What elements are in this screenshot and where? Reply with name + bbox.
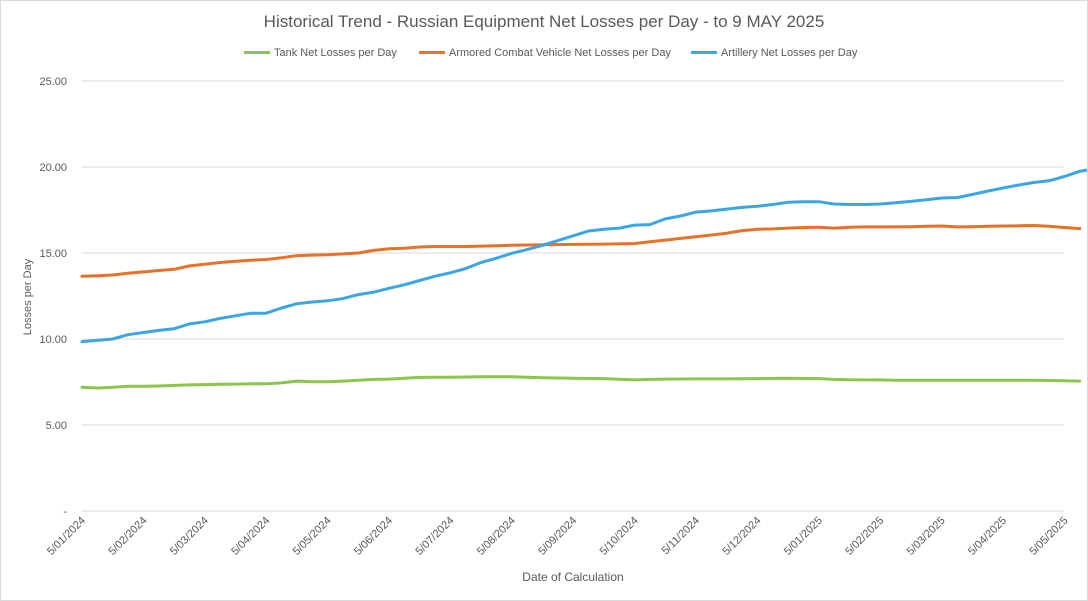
legend-item-artillery[interactable]: Artillery Net Losses per Day	[691, 47, 857, 59]
x-axis-label: Date of Calculation	[522, 570, 623, 584]
x-tick-label: 5/04/2025	[966, 515, 1009, 558]
legend-swatch-artillery	[691, 50, 717, 54]
x-tick-label: 5/08/2024	[475, 515, 518, 558]
legend-item-tank[interactable]: Tank Net Losses per Day	[244, 47, 397, 59]
series-line-acv	[80, 224, 1082, 278]
y-tick-label: 10.00	[39, 334, 67, 346]
legend-swatch-tank	[244, 50, 270, 54]
chart-title: Historical Trend - Russian Equipment Net…	[263, 12, 825, 31]
x-tick-labels: 5/01/2024 5/02/2024 5/03/2024 5/04/2024 5/05…	[45, 515, 1070, 558]
y-tick-labels: - 5.00 10.00 15.00 20.00 25.00	[39, 76, 67, 518]
grid-lines	[82, 80, 1064, 512]
x-tick-label: 5/01/2025	[782, 515, 825, 558]
y-tick-label: 25.00	[39, 76, 67, 88]
x-tick-label: 5/09/2024	[536, 515, 579, 558]
x-tick-label: 5/06/2024	[352, 515, 395, 558]
x-tick-label: 5/04/2024	[229, 515, 272, 558]
legend-label-tank: Tank Net Losses per Day	[274, 47, 397, 59]
series-line-tank	[80, 375, 1082, 390]
y-tick-label: 15.00	[39, 248, 67, 260]
x-tick-label: 5/05/2024	[291, 515, 334, 558]
x-tick-label: 5/11/2024	[660, 515, 703, 558]
legend-label-acv: Armored Combat Vehicle Net Losses per Da…	[449, 47, 671, 59]
x-tick-label: 5/03/2024	[168, 515, 211, 558]
chart-legend: Tank Net Losses per Day Armored Combat V…	[1, 47, 1087, 63]
x-tick-label: 5/03/2025	[905, 515, 948, 558]
y-tick-label: -	[63, 506, 67, 518]
legend-item-acv[interactable]: Armored Combat Vehicle Net Losses per Da…	[419, 47, 671, 59]
y-tick-label: 5.00	[46, 420, 67, 432]
series-line-artillery	[80, 168, 1087, 344]
y-tick-label: 20.00	[39, 162, 67, 174]
x-tick-label: 5/01/2024	[45, 515, 88, 558]
legend-swatch-acv	[419, 50, 445, 54]
x-tick-label: 5/05/2025	[1027, 515, 1070, 558]
x-tick-label: 5/02/2024	[106, 515, 149, 558]
y-axis-label: Losses per Day	[22, 258, 34, 335]
series-lines	[80, 168, 1087, 390]
x-tick-label: 5/07/2024	[413, 515, 456, 558]
legend-label-artillery: Artillery Net Losses per Day	[721, 47, 858, 59]
x-tick-label: 5/02/2025	[843, 515, 886, 558]
x-tick-label: 5/10/2024	[598, 515, 641, 558]
x-tick-label: 5/12/2024	[720, 515, 763, 558]
